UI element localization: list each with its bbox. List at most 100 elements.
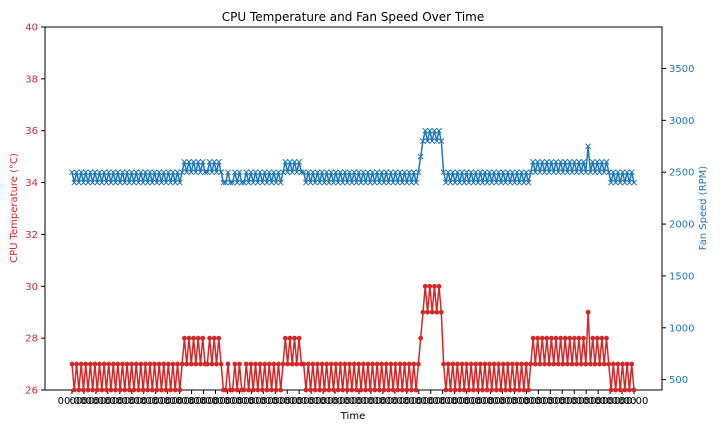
temperature-point (184, 361, 190, 367)
fan-speed-point (231, 169, 238, 176)
fan-speed-point (403, 179, 410, 186)
x-tick-label: 00:00 (177, 396, 206, 407)
fan-speed-point (227, 179, 234, 186)
temperature-point (223, 387, 229, 393)
temperature-point (432, 283, 437, 289)
left-tick-label: 38 (25, 74, 38, 85)
temperature-point (429, 309, 435, 315)
temperature-point (500, 361, 506, 367)
fan-speed-point (355, 169, 362, 176)
fan-speed-point (507, 179, 514, 186)
fan-speed-point (445, 169, 452, 176)
temperature-point (159, 387, 164, 393)
x-tick-label: 00:00 (512, 396, 541, 407)
x-tick-label: 00:00 (297, 396, 326, 407)
fan-speed-point (601, 169, 608, 176)
temperature-point (471, 387, 476, 393)
temperature-point (200, 335, 206, 341)
temperature-point (248, 361, 254, 367)
x-tick-label: 00:00 (476, 396, 505, 407)
fan-speed-point (585, 143, 592, 150)
fan-speed-point (594, 158, 601, 165)
cpu-temperature-series (69, 283, 637, 393)
fan-speed-point (491, 169, 498, 176)
fan-speed-point (78, 169, 85, 176)
fan-speed-point (250, 179, 257, 186)
temperature-point (351, 361, 357, 367)
temperature-point (617, 387, 623, 393)
fan-speed-point (188, 169, 195, 176)
temperature-point (94, 387, 100, 393)
temperature-point (395, 387, 401, 393)
fan-speed-point (179, 169, 186, 176)
x-axis-label: Time (340, 411, 365, 422)
temperature-point (601, 361, 607, 367)
temperature-point (204, 361, 210, 367)
fan-speed-point (516, 179, 523, 186)
temperature-point (106, 361, 112, 367)
fan-speed-point (270, 169, 277, 176)
fan-speed-point (371, 179, 378, 186)
temperature-point (92, 361, 98, 367)
temperature-point (331, 387, 336, 393)
fan-speed-point (130, 179, 137, 186)
fan-speed-point (539, 158, 546, 165)
temperature-point (257, 361, 263, 367)
temperature-point (597, 361, 602, 367)
fan-speed-point (211, 158, 218, 165)
fan-speed-point (213, 169, 220, 176)
fan-speed-point (504, 169, 511, 176)
fan-speed-point (364, 169, 371, 176)
fan-speed-point (144, 179, 151, 186)
fan-speed-point (108, 179, 114, 186)
temperature-point (620, 361, 625, 367)
fan-speed-point (493, 179, 500, 186)
temperature-point (340, 387, 346, 393)
x-tick-label: 00:00 (404, 396, 433, 407)
temperature-point (76, 387, 82, 393)
temperature-point (503, 387, 508, 393)
fan-speed-point (580, 158, 587, 165)
fan-speed-point (536, 169, 543, 176)
temperature-point (214, 361, 219, 367)
fan-speed-point (147, 169, 153, 176)
fan-speed-point (348, 179, 355, 186)
fan-speed-point (105, 169, 112, 176)
fan-speed-point (608, 179, 615, 186)
temperature-point (179, 361, 185, 367)
fan-speed-point (626, 179, 633, 186)
fan-speed-point (98, 179, 105, 186)
fan-speed-point (454, 169, 461, 176)
fan-speed-point (498, 179, 504, 186)
temperature-point (156, 361, 162, 367)
fan-speed-point (218, 169, 225, 176)
x-tick-label: 00:00 (117, 396, 146, 407)
fan-speed-point (470, 179, 477, 186)
temperature-point (624, 361, 630, 367)
x-tick-label: 00:00 (488, 396, 517, 407)
temperature-point (487, 361, 492, 367)
temperature-point (528, 361, 534, 367)
fan-speed-point (101, 169, 108, 176)
temperature-point (211, 335, 217, 341)
temperature-point (594, 335, 600, 341)
temperature-point (262, 361, 268, 367)
fan-speed-point (330, 179, 337, 186)
fan-speed-point (268, 179, 275, 186)
fan-speed-point (413, 179, 420, 186)
temperature-point (436, 283, 442, 289)
temperature-point (365, 361, 371, 367)
left-tick-label: 36 (25, 126, 38, 137)
fan-speed-point (316, 179, 323, 186)
temperature-point (452, 387, 458, 393)
temperature-point (335, 387, 341, 393)
temperature-point (225, 361, 231, 367)
temperature-point (195, 335, 201, 341)
temperature-point (484, 387, 490, 393)
temperature-point (404, 387, 410, 393)
x-tick-label: 00:00 (524, 396, 553, 407)
temperature-point (402, 361, 408, 367)
fan-speed-point (261, 169, 268, 176)
temperature-point (99, 387, 105, 393)
temperature-point (374, 361, 380, 367)
